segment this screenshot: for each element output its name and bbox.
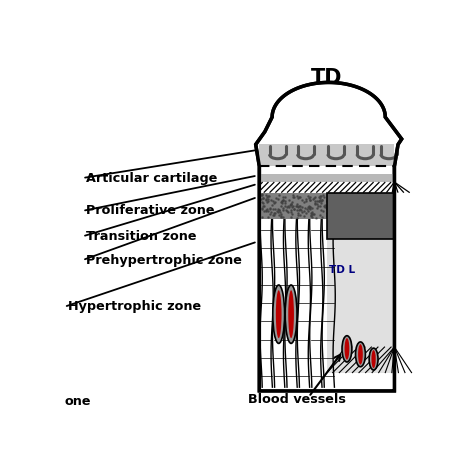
Polygon shape <box>255 82 401 391</box>
Polygon shape <box>260 219 273 387</box>
Polygon shape <box>322 219 335 387</box>
Text: Articular cartilage: Articular cartilage <box>86 172 218 184</box>
Ellipse shape <box>356 342 365 367</box>
Ellipse shape <box>358 344 363 365</box>
Ellipse shape <box>285 285 297 343</box>
Ellipse shape <box>342 336 352 362</box>
Ellipse shape <box>276 290 282 338</box>
Text: Hypertrophic zone: Hypertrophic zone <box>68 301 201 313</box>
Text: Blood vessels: Blood vessels <box>248 393 346 406</box>
Text: Transition zone: Transition zone <box>86 230 197 243</box>
Text: Proliferative zone: Proliferative zone <box>86 204 214 218</box>
Text: Prehypertrophic zone: Prehypertrophic zone <box>86 254 242 267</box>
Text: one: one <box>64 395 91 408</box>
Polygon shape <box>310 219 323 387</box>
Ellipse shape <box>288 290 294 338</box>
Bar <box>327 193 394 239</box>
Ellipse shape <box>345 338 349 360</box>
Ellipse shape <box>273 285 284 343</box>
Polygon shape <box>259 193 394 219</box>
Polygon shape <box>285 219 298 387</box>
Polygon shape <box>273 219 286 387</box>
Text: TD L: TD L <box>328 265 355 275</box>
Text: TD: TD <box>311 68 343 88</box>
Polygon shape <box>259 219 394 391</box>
Polygon shape <box>259 173 394 182</box>
Ellipse shape <box>369 348 378 370</box>
Polygon shape <box>259 182 394 192</box>
Polygon shape <box>259 145 394 166</box>
Polygon shape <box>327 219 394 373</box>
Polygon shape <box>297 219 310 387</box>
Ellipse shape <box>372 350 376 368</box>
